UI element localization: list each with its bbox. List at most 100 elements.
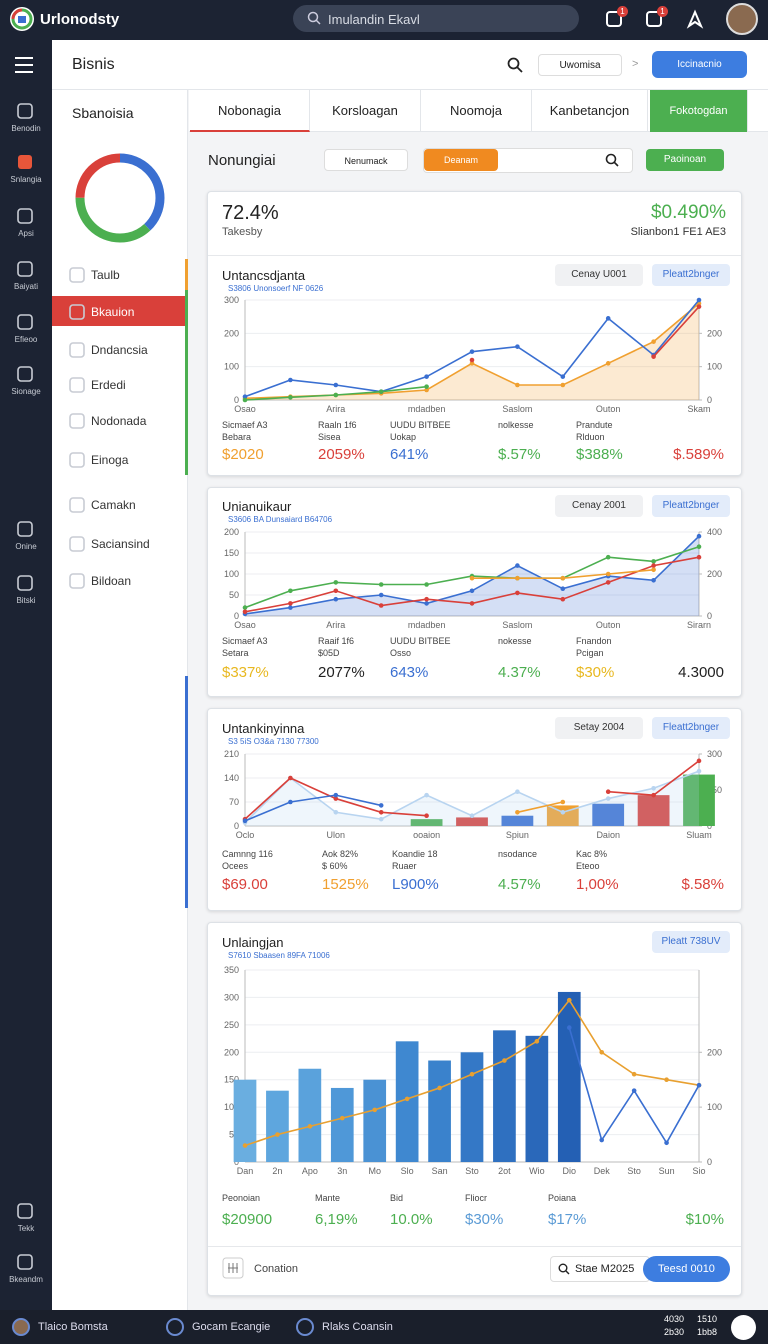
search-icon[interactable] [605, 153, 619, 167]
point [288, 588, 293, 594]
task-item[interactable]: Tlaico Bomsta [38, 1321, 108, 1333]
sidebar-label[interactable]: Onine [15, 542, 37, 551]
x-tick-label: Dek [594, 1166, 611, 1176]
point [288, 377, 293, 383]
point [651, 792, 656, 798]
point [288, 775, 293, 781]
tab[interactable]: Nobonagia [190, 90, 310, 132]
tab[interactable]: Fokotogdan [650, 90, 748, 132]
x-tick-label: Daion [596, 830, 620, 840]
grid-icon[interactable] [222, 1257, 244, 1279]
menu-item[interactable]: Camakn [91, 498, 136, 512]
bar [410, 819, 443, 826]
task-icon[interactable] [12, 1318, 30, 1336]
chart-title: Unlaingjan [222, 935, 284, 950]
line [244, 794, 382, 822]
sidebar-label[interactable]: Snlangia [10, 175, 42, 184]
stat-label: Eteoo [576, 861, 600, 871]
sidebar-label[interactable]: Apsi [18, 229, 34, 238]
sidebar-label[interactable]: Tekk [17, 1224, 35, 1233]
search-icon[interactable] [507, 57, 523, 73]
sidebar-label[interactable]: Bkeandm [9, 1275, 43, 1284]
stat-label: Koandie 18 [392, 849, 438, 859]
stat-value: 4.3000 [678, 664, 724, 681]
y2-tick-label: 0 [707, 395, 712, 405]
menu-icon[interactable] [14, 56, 34, 74]
button[interactable]: Fleatt2bnger [652, 717, 730, 739]
stat-label: Ruaer [392, 861, 417, 871]
point [424, 601, 429, 606]
button[interactable]: Cenay U001 [555, 264, 643, 286]
tab[interactable]: Kanbetancjon [532, 90, 648, 132]
task-item[interactable]: Rlaks Coansin [322, 1321, 393, 1333]
icon-shape [69, 377, 85, 393]
sidebar-label[interactable]: Efieoo [14, 335, 38, 344]
point [424, 596, 429, 602]
menu-item[interactable]: Bildoan [91, 574, 132, 588]
task-icon[interactable] [166, 1318, 184, 1336]
icon [69, 377, 85, 393]
point [696, 768, 702, 774]
line [568, 1027, 700, 1145]
primary-button[interactable]: Iccinacnio [652, 51, 747, 78]
task-button[interactable] [731, 1315, 756, 1340]
point [560, 809, 566, 815]
menu-item[interactable]: Saciansind [91, 537, 150, 551]
menu-item[interactable]: Dndancsia [91, 343, 148, 357]
button[interactable]: Uwomisa [538, 54, 622, 76]
icon [18, 155, 32, 169]
icon-shape [17, 103, 33, 119]
search-box[interactable] [293, 5, 579, 32]
tab[interactable]: Korsloagan [310, 90, 421, 132]
y2-tick-label: 0 [707, 1157, 712, 1167]
donut-chart [75, 153, 165, 243]
stat-value: 643% [390, 664, 429, 681]
menu-item[interactable]: Taulb [91, 268, 120, 282]
menu-item[interactable]: Nodonada [91, 414, 147, 428]
point [599, 1049, 605, 1055]
point [696, 533, 702, 539]
x-tick-label: 2ot [498, 1166, 511, 1176]
button[interactable]: Nenumack [324, 149, 408, 171]
sidebar-label[interactable]: Baiyati [13, 282, 38, 291]
chart-title: Untankinyinna [222, 721, 305, 736]
y-tick-label: 0 [234, 611, 239, 621]
action-button[interactable]: Paoinoan [646, 149, 724, 171]
point [651, 563, 656, 568]
task-icon[interactable] [296, 1318, 314, 1336]
point [242, 397, 248, 403]
search-icon [307, 11, 321, 25]
icon-shape [69, 536, 85, 552]
button[interactable]: Pleatt 738UV [652, 931, 730, 953]
stat-label: nsodance [498, 849, 538, 859]
menu-item[interactable]: Erdedi [91, 378, 126, 392]
menu-item[interactable]: Einoga [91, 453, 129, 467]
sidebar-label[interactable]: Benodin [11, 124, 41, 133]
point [696, 297, 702, 303]
avatar[interactable] [726, 3, 758, 35]
icon-shape [17, 521, 33, 537]
y-tick-label: 140 [224, 773, 239, 783]
point [242, 1143, 248, 1148]
filter-chip[interactable]: Deanam [424, 149, 498, 171]
button[interactable]: Pleatt2bnger [652, 495, 730, 517]
point [560, 575, 566, 581]
task-item[interactable]: Gocam Ecangie [192, 1321, 271, 1333]
x-tick-label: Skam [687, 404, 710, 414]
stat-label: $05D [318, 648, 340, 658]
sidebar-label[interactable]: Sionage [11, 387, 41, 396]
point [424, 792, 429, 798]
point [651, 785, 656, 791]
primary-button[interactable]: Teesd 0010 [643, 1256, 730, 1282]
icon [69, 342, 85, 358]
button[interactable]: Cenay 2001 [555, 495, 643, 517]
menu-item[interactable]: Bkauion [91, 305, 135, 319]
icon [69, 413, 85, 429]
tab[interactable]: Noomoja [421, 90, 532, 132]
bar [428, 1060, 451, 1162]
sidebar-label[interactable]: Bitski [16, 596, 36, 605]
y-tick-label: 0 [234, 395, 239, 405]
button[interactable]: Pleatt2bnger [652, 264, 730, 286]
button[interactable]: Setay 2004 [555, 717, 643, 739]
